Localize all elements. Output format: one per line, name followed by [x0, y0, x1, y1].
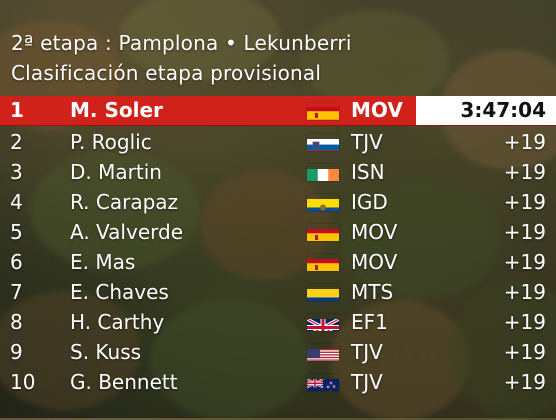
rider-name: E. Mas	[70, 247, 135, 277]
team-code: ISN	[351, 157, 385, 187]
ireland-flag-icon	[307, 164, 339, 181]
table-row-leader: 1 M. Soler MOV 3:47:04	[0, 96, 556, 126]
rider-name: D. Martin	[70, 157, 162, 187]
team-code: MOV	[351, 247, 397, 277]
rider-time: +19	[504, 307, 546, 337]
rider-time: +19	[504, 277, 546, 307]
table-row: 7 E. Chaves MTS +19	[0, 277, 556, 307]
rider-time: +19	[504, 127, 546, 157]
team-code: TJV	[351, 127, 383, 157]
table-row: 10 G. Bennett TJV +19	[0, 367, 556, 397]
rider-position: 1	[10, 96, 24, 125]
table-row: 9 S. Kuss TJV +19	[0, 337, 556, 367]
classification-title: Clasificación etapa provisional	[11, 58, 352, 88]
rider-name: M. Soler	[70, 96, 163, 125]
results-table: 1 M. Soler MOV 3:47:04 2 P. Roglic TJV +…	[0, 96, 556, 397]
usa-flag-icon	[307, 344, 339, 361]
rider-position: 9	[10, 337, 23, 367]
table-row: 5 A. Valverde MOV +19	[0, 217, 556, 247]
ecuador-flag-icon	[307, 194, 339, 211]
rider-time: +19	[504, 247, 546, 277]
team-code: EF1	[351, 307, 388, 337]
rider-name: H. Carthy	[70, 307, 164, 337]
rider-name: P. Roglic	[70, 127, 152, 157]
rider-position: 3	[10, 157, 23, 187]
team-code: IGD	[351, 187, 388, 217]
new-zealand-flag-icon	[307, 374, 339, 391]
team-code: TJV	[351, 367, 383, 397]
table-row: 2 P. Roglic TJV +19	[0, 127, 556, 157]
rider-name: E. Chaves	[70, 277, 169, 307]
table-row: 3 D. Martin ISN +19	[0, 157, 556, 187]
rider-position: 5	[10, 217, 23, 247]
rider-time: +19	[504, 217, 546, 247]
rider-time: +19	[504, 337, 546, 367]
uk-flag-icon	[307, 314, 339, 331]
slovenia-flag-icon	[307, 134, 339, 151]
stage-header: 2ª etapa : Pamplona • Lekunberri Clasifi…	[11, 28, 352, 88]
team-code: MOV	[351, 96, 403, 125]
rider-position: 8	[10, 307, 23, 337]
rider-position: 2	[10, 127, 23, 157]
rider-name: R. Carapaz	[70, 187, 178, 217]
team-code: MOV	[351, 217, 397, 247]
table-row: 4 R. Carapaz IGD +19	[0, 187, 556, 217]
rider-time: +19	[504, 367, 546, 397]
table-row: 6 E. Mas MOV +19	[0, 247, 556, 277]
rider-position: 7	[10, 277, 23, 307]
rider-name: G. Bennett	[70, 367, 178, 397]
rider-position: 4	[10, 187, 23, 217]
rider-time: +19	[504, 157, 546, 187]
rider-name: S. Kuss	[70, 337, 141, 367]
team-code: TJV	[351, 337, 383, 367]
spain-flag-icon	[307, 254, 339, 271]
team-code: MTS	[351, 277, 393, 307]
stage-title: 2ª etapa : Pamplona • Lekunberri	[11, 28, 352, 58]
table-row: 8 H. Carthy EF1 +19	[0, 307, 556, 337]
rider-time: +19	[504, 187, 546, 217]
colombia-flag-icon	[307, 284, 339, 301]
rider-position: 6	[10, 247, 23, 277]
rider-position: 10	[10, 367, 35, 397]
rider-name: A. Valverde	[70, 217, 183, 247]
spain-flag-icon	[307, 103, 339, 120]
spain-flag-icon	[307, 224, 339, 241]
rider-time: 3:47:04	[460, 96, 546, 125]
